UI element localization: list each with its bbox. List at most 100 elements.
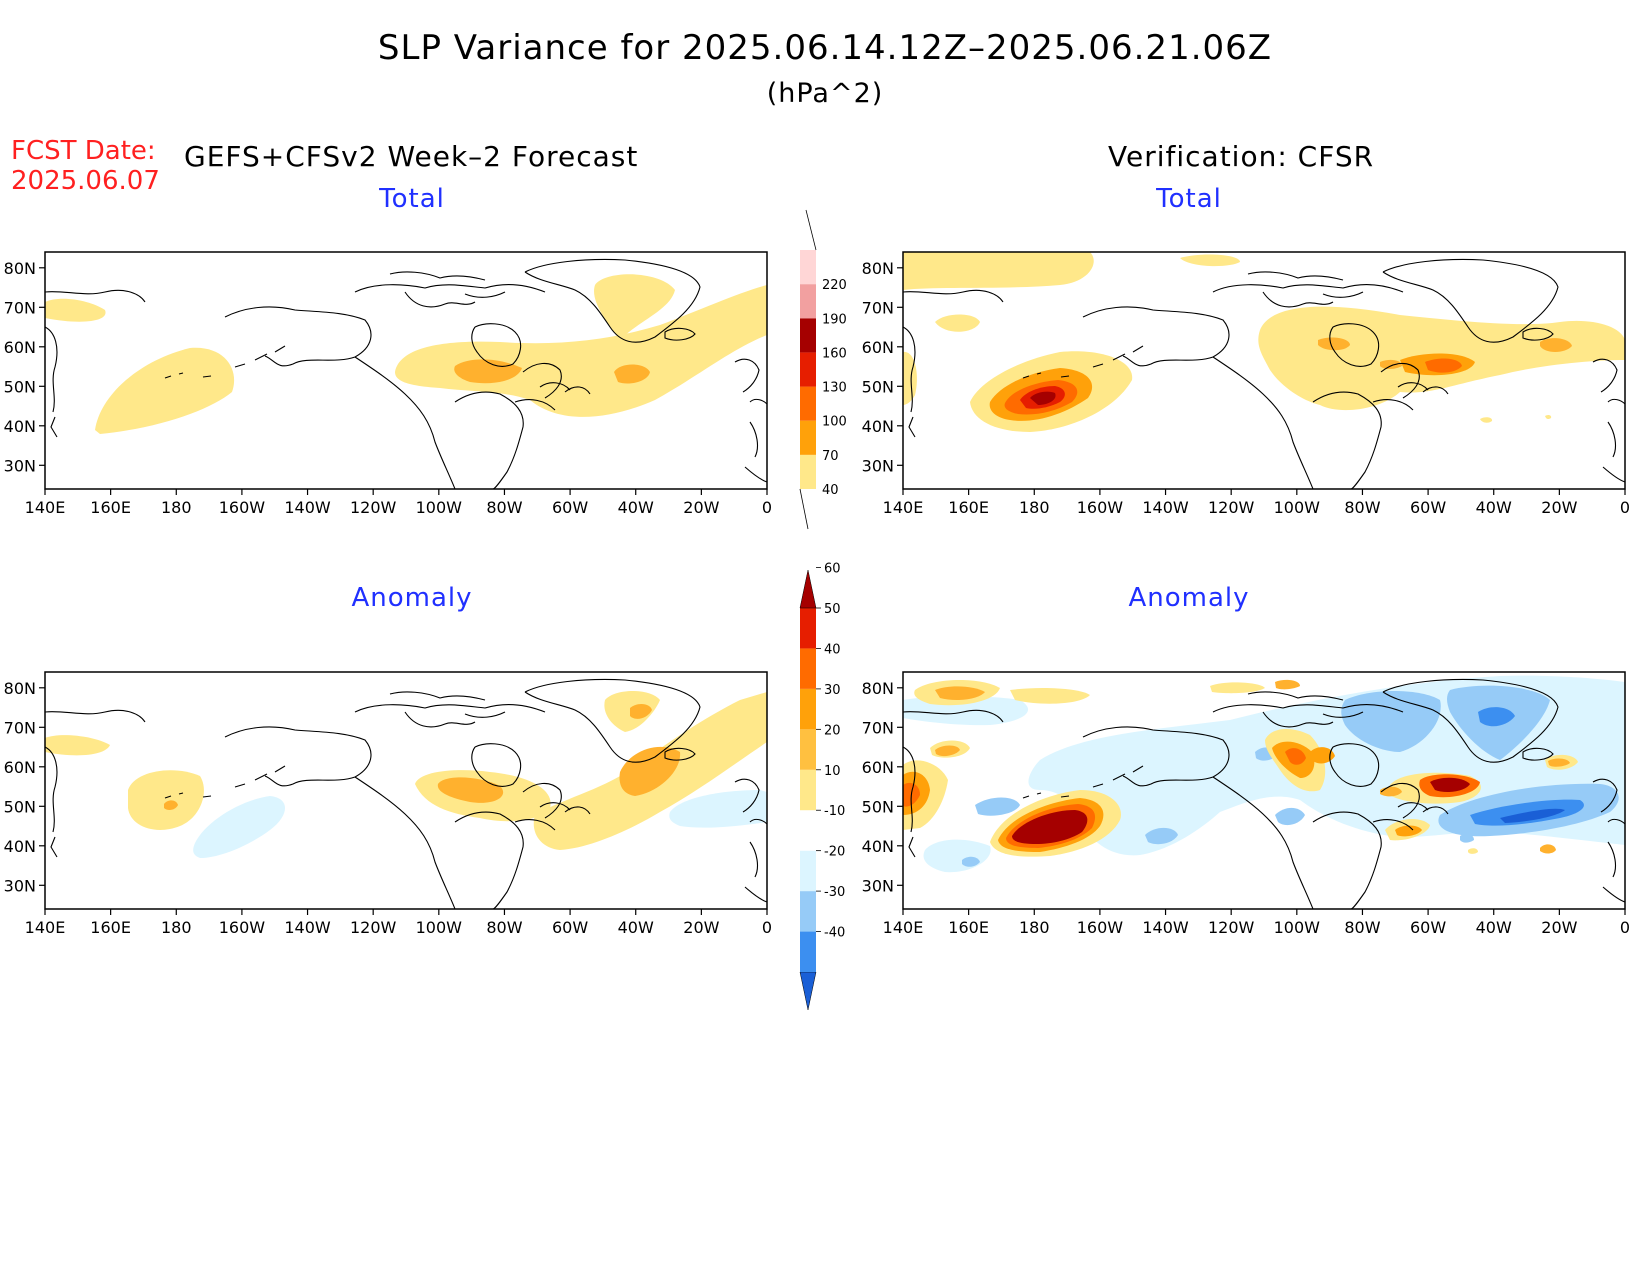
colorbar-top-arrow: [799, 569, 817, 609]
colorbar-label: 220: [822, 278, 847, 293]
forecast-total-coastline: [44, 258, 768, 490]
lat-tick-label: 80N: [4, 679, 36, 698]
colorbar-label: 40: [824, 642, 841, 657]
lat-tick-label: 60N: [862, 338, 894, 357]
lon-tick-label: 140E: [883, 498, 924, 517]
verification-anomaly-axes: 80N 70N 60N 50N 40N 30N 140E 160E 180 160W 140W 120…: [862, 679, 1630, 937]
lat-tick-label: 50N: [862, 797, 894, 816]
colorbar-label: 20: [824, 723, 841, 738]
lon-tick-label: 40W: [618, 918, 654, 937]
lon-tick-label: 60W: [552, 498, 588, 517]
verification-anomaly-field: [903, 672, 1625, 909]
map-panel-verification-total: 80N 70N 60N 50N 40N 30N 140E 160E 180 160W 140W 120…: [862, 251, 1630, 517]
lon-tick-label: 140W: [284, 918, 331, 937]
lon-tick-label: 80W: [486, 498, 522, 517]
lon-tick-label: 140E: [25, 498, 66, 517]
lat-tick-label: 70N: [862, 298, 894, 317]
forecast-total-frame: [44, 251, 768, 490]
colorbar-segment: [800, 648, 816, 689]
lon-tick-label: 100W: [416, 918, 463, 937]
anomaly-colorbar: -40 -30 -20 -10 10 20 30 40 50 60: [799, 562, 845, 1011]
lon-tick-label: 140W: [1142, 498, 1189, 517]
lon-tick-label: 140W: [1142, 918, 1189, 937]
lat-tick-label: 80N: [862, 259, 894, 278]
total-colorbar: 40 70 100 130 160 190 220: [799, 209, 847, 530]
lat-tick-label: 80N: [862, 679, 894, 698]
colorbar-label: 60: [824, 562, 841, 577]
forecast-anomaly-frame: [44, 671, 768, 910]
colorbar-segment: [800, 769, 816, 811]
lat-tick-label: 30N: [4, 876, 36, 895]
lat-tick-label: 60N: [4, 338, 36, 357]
lat-tick-label: 70N: [4, 298, 36, 317]
lon-tick-label: 60W: [1410, 918, 1446, 937]
lon-tick-label: 160E: [948, 918, 989, 937]
lon-tick-label: 160E: [90, 498, 131, 517]
lon-tick-label: 160E: [90, 918, 131, 937]
map-panel-forecast-total: 80N 70N 60N 50N 40N 30N 140E 160E 180 160W 140W 120…: [4, 251, 772, 517]
colorbar-segment: [800, 386, 816, 421]
lon-tick-label: 20W: [1541, 918, 1577, 937]
lat-tick-label: 50N: [4, 377, 36, 396]
verification-total-coastline: [902, 258, 1626, 490]
lat-tick-label: 40N: [862, 417, 894, 436]
lon-tick-label: 0: [762, 918, 772, 937]
lon-tick-label: 0: [762, 498, 772, 517]
lon-tick-label: 160W: [219, 498, 266, 517]
colorbar-segment: [800, 352, 816, 387]
lon-tick-label: 100W: [1274, 918, 1321, 937]
units-label: (hPa^2): [766, 78, 884, 109]
colorbar-label: -20: [824, 845, 845, 860]
lat-tick-label: 70N: [862, 718, 894, 737]
lon-tick-label: 160W: [219, 918, 266, 937]
lon-tick-label: 40W: [618, 498, 654, 517]
lat-tick-label: 30N: [862, 876, 894, 895]
lat-tick-label: 40N: [4, 417, 36, 436]
lat-tick-label: 30N: [4, 456, 36, 475]
lat-tick-label: 50N: [4, 797, 36, 816]
colorbar-label: 40: [822, 483, 839, 498]
lon-tick-label: 140W: [284, 498, 331, 517]
lon-tick-label: 100W: [416, 498, 463, 517]
colorbar-segment: [800, 420, 816, 455]
colorbar-label: 70: [822, 449, 839, 464]
lat-tick-label: 80N: [4, 259, 36, 278]
forecast-anomaly-coastline: [44, 678, 768, 910]
lon-tick-label: 180: [161, 498, 192, 517]
colorbar-label: 30: [824, 683, 841, 698]
lon-tick-label: 100W: [1274, 498, 1321, 517]
colorbar-label: -40: [824, 926, 845, 941]
lon-tick-label: 160E: [948, 498, 989, 517]
colorbar-label: 50: [824, 602, 841, 617]
lon-tick-label: 60W: [552, 918, 588, 937]
lon-tick-label: 80W: [1344, 918, 1380, 937]
colorbar-segment: [800, 250, 816, 285]
colorbar-label: 160: [822, 346, 847, 361]
colorbar-label: 130: [822, 381, 847, 396]
panel-title-forecast-total: Total: [379, 184, 445, 214]
colorbar-segment: [800, 850, 816, 892]
forecast-model-header: GEFS+CFSv2 Week–2 Forecast: [184, 140, 639, 173]
chart-title: SLP Variance for 2025.06.14.12Z–2025.06.…: [377, 28, 1273, 68]
lon-tick-label: 160W: [1077, 918, 1124, 937]
verification-anomaly-frame: [902, 671, 1626, 910]
lon-tick-label: 120W: [350, 918, 397, 937]
lon-tick-label: 80W: [1344, 498, 1380, 517]
colorbar-segment: [800, 284, 816, 319]
colorbar-label: -30: [824, 885, 845, 900]
lat-tick-label: 60N: [4, 758, 36, 777]
lon-tick-label: 140E: [883, 918, 924, 937]
lon-tick-label: 140E: [25, 918, 66, 937]
colorbar-segment: [800, 810, 816, 851]
map-panel-verification-anomaly: 80N 70N 60N 50N 40N 30N 140E 160E 180 160W 140W 120…: [862, 671, 1630, 937]
lat-tick-label: 70N: [4, 718, 36, 737]
lon-tick-label: 120W: [350, 498, 397, 517]
lon-tick-label: 60W: [1410, 498, 1446, 517]
lon-tick-label: 0: [1620, 498, 1630, 517]
lon-tick-label: 180: [1019, 918, 1050, 937]
lat-tick-label: 40N: [4, 837, 36, 856]
colorbar-bottom-arrow: [799, 971, 817, 1011]
lon-tick-label: 180: [1019, 498, 1050, 517]
verification-total-frame: [902, 251, 1626, 490]
